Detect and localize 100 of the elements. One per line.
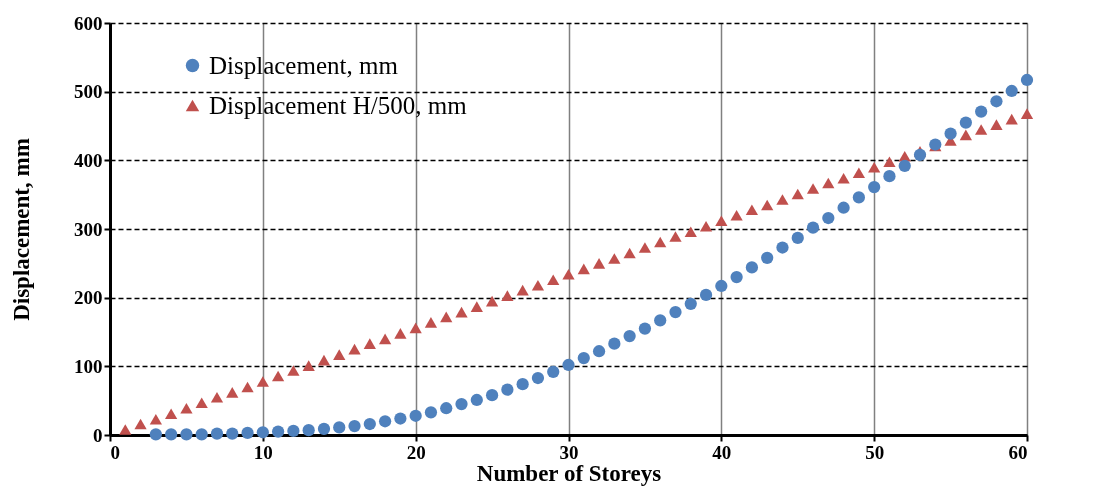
point [745, 204, 759, 216]
point [806, 183, 820, 194]
point [302, 360, 315, 371]
point [378, 333, 392, 345]
point [134, 418, 147, 430]
y-tick-label: 600 [74, 12, 103, 34]
point [990, 119, 1003, 130]
point [592, 345, 606, 358]
point [317, 422, 331, 435]
point [745, 261, 759, 274]
point [440, 311, 453, 323]
point [852, 191, 866, 204]
point [975, 124, 988, 135]
point [791, 231, 804, 245]
point [944, 127, 957, 140]
point [516, 378, 529, 391]
point [654, 236, 667, 248]
x-tick-label: 60 [1008, 441, 1028, 463]
point [165, 408, 178, 420]
point [180, 402, 193, 414]
point [990, 95, 1003, 108]
point [547, 274, 560, 286]
point [333, 421, 346, 434]
point [669, 231, 682, 242]
point [348, 419, 361, 433]
x-tick-label: 30 [559, 441, 579, 463]
point [883, 170, 896, 183]
point [226, 387, 239, 398]
point [608, 253, 621, 264]
point [180, 428, 193, 441]
point [730, 209, 743, 221]
point [485, 389, 499, 402]
point [531, 280, 545, 291]
y-axis-title: Displacement, mm [9, 138, 34, 321]
point [577, 351, 590, 365]
point [149, 413, 162, 425]
point [684, 297, 697, 310]
point [241, 426, 254, 440]
y-tick-label: 100 [74, 355, 103, 377]
x-tick-label: 0 [110, 441, 120, 463]
point [378, 415, 392, 428]
x-axis-title: Number of Storeys [476, 460, 662, 486]
point [638, 322, 652, 335]
point [1020, 73, 1034, 87]
point [317, 354, 331, 366]
point [761, 251, 774, 264]
point [516, 284, 529, 296]
x-tick-label: 20 [406, 441, 426, 463]
point [883, 156, 896, 168]
point [806, 221, 820, 234]
point [501, 290, 514, 301]
point [424, 406, 438, 419]
point [195, 397, 208, 409]
point [638, 242, 652, 253]
point [776, 194, 789, 205]
point [898, 159, 911, 172]
point [256, 426, 269, 439]
point [485, 295, 499, 307]
point [868, 181, 881, 194]
point [1020, 108, 1034, 119]
point [394, 412, 407, 425]
point [1005, 84, 1018, 98]
point [409, 322, 422, 334]
point [868, 161, 881, 173]
point [348, 343, 361, 355]
point [363, 338, 376, 349]
point [210, 427, 224, 440]
point [592, 258, 606, 269]
y-tick-label: 300 [74, 218, 103, 240]
point [333, 349, 346, 360]
point [226, 427, 239, 440]
point [852, 167, 866, 178]
point [440, 402, 453, 415]
y-tick-label: 200 [74, 287, 103, 309]
point [715, 279, 728, 293]
x-tick-label: 40 [712, 441, 732, 463]
point [730, 270, 743, 284]
point [959, 129, 972, 141]
point [271, 425, 285, 438]
point [913, 148, 927, 161]
point [455, 306, 468, 318]
point [699, 288, 713, 302]
point [119, 424, 132, 435]
legend-label: Displacement, mm [209, 51, 399, 79]
point [623, 330, 636, 343]
point [394, 328, 407, 339]
point [837, 172, 850, 184]
point [577, 263, 590, 275]
point [669, 305, 682, 319]
point [241, 381, 254, 393]
point [149, 428, 162, 441]
point [562, 269, 575, 280]
point [562, 358, 575, 372]
point [195, 428, 208, 441]
point [287, 365, 300, 376]
y-tick-label: 0 [93, 424, 103, 446]
point [547, 365, 560, 378]
point [699, 220, 713, 232]
point [210, 391, 224, 403]
x-tick-label: 10 [253, 441, 273, 463]
